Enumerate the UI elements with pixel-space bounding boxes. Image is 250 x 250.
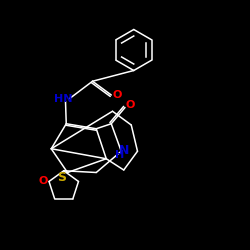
Text: H: H (114, 150, 124, 160)
Text: HN: HN (54, 94, 72, 104)
Text: S: S (58, 171, 66, 184)
Text: N: N (119, 144, 130, 157)
Text: O: O (125, 100, 135, 110)
Text: O: O (112, 90, 122, 100)
Text: O: O (39, 176, 48, 186)
